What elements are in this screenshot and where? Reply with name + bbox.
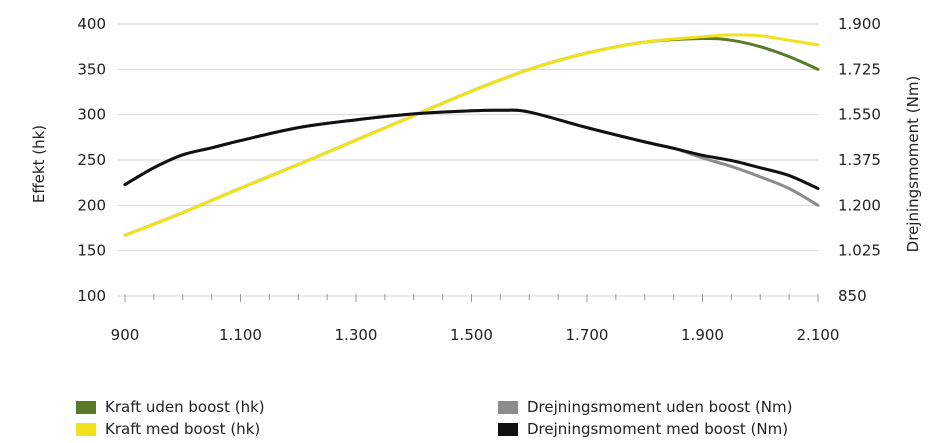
- left-axis-title: Effekt (hk): [30, 125, 48, 203]
- gridlines: [118, 23, 818, 297]
- left-y-tick-label: 200: [77, 196, 106, 214]
- x-tick-label: 1.900: [681, 326, 724, 344]
- right-axis-title: Drejningsmoment (Nm): [904, 76, 922, 253]
- legend-column-right: Drejningsmoment uden boost (Nm) Drejning…: [498, 396, 793, 440]
- legend-item-kraft-med-boost: Kraft med boost (hk): [76, 418, 265, 440]
- series-line-drejningsmoment-med-boost-nm: [123, 108, 820, 190]
- x-tick-label: 1.300: [335, 326, 378, 344]
- right-y-tick-label: 1.200: [838, 196, 881, 214]
- x-tick-label: 1.700: [566, 326, 609, 344]
- x-tick-label: 1.100: [219, 326, 262, 344]
- left-y-tick-label: 250: [77, 151, 106, 169]
- right-y-tick-label: 1.900: [838, 15, 881, 33]
- legend-swatch: [76, 422, 96, 436]
- legend-item-kraft-uden-boost: Kraft uden boost (hk): [76, 396, 265, 418]
- legend-item-drejningsmoment-uden-boost: Drejningsmoment uden boost (Nm): [498, 396, 793, 418]
- legend-label: Kraft uden boost (hk): [105, 398, 265, 416]
- x-tick-label: 1.500: [450, 326, 493, 344]
- right-y-tick-label: 1.550: [838, 106, 881, 124]
- series-lines: [123, 33, 820, 237]
- right-y-axis-ticks: 850 1.025 1.200 1.375 1.550 1.725 1.900: [838, 15, 881, 305]
- left-y-axis-ticks: 100 150 200 250 300 350 400: [77, 15, 106, 305]
- x-tick-label: 2.100: [797, 326, 840, 344]
- left-y-tick-label: 350: [77, 60, 106, 78]
- legend-swatch: [76, 400, 96, 414]
- legend-swatch: [498, 400, 518, 414]
- x-tick-label: 900: [111, 326, 140, 344]
- left-y-tick-label: 150: [77, 242, 106, 260]
- legend-column-left: Kraft uden boost (hk) Kraft med boost (h…: [76, 396, 265, 440]
- right-y-tick-label: 1.375: [838, 151, 881, 169]
- series-line-kraft-med-boost-hk: [123, 33, 820, 237]
- right-y-tick-label: 1.725: [838, 60, 881, 78]
- x-axis: 900 1.100 1.300 1.500 1.700 1.900 2.100: [111, 294, 840, 344]
- legend-label: Drejningsmoment uden boost (Nm): [527, 398, 793, 416]
- legend-swatch: [498, 422, 518, 436]
- legend-item-drejningsmoment-med-boost: Drejningsmoment med boost (Nm): [498, 418, 793, 440]
- left-y-tick-label: 300: [77, 106, 106, 124]
- left-y-tick-label: 400: [77, 15, 106, 33]
- right-y-tick-label: 1.025: [838, 242, 881, 260]
- legend-label: Kraft med boost (hk): [105, 420, 261, 438]
- right-y-tick-label: 850: [838, 287, 867, 305]
- left-y-tick-label: 100: [77, 287, 106, 305]
- legend-label: Drejningsmoment med boost (Nm): [527, 420, 789, 438]
